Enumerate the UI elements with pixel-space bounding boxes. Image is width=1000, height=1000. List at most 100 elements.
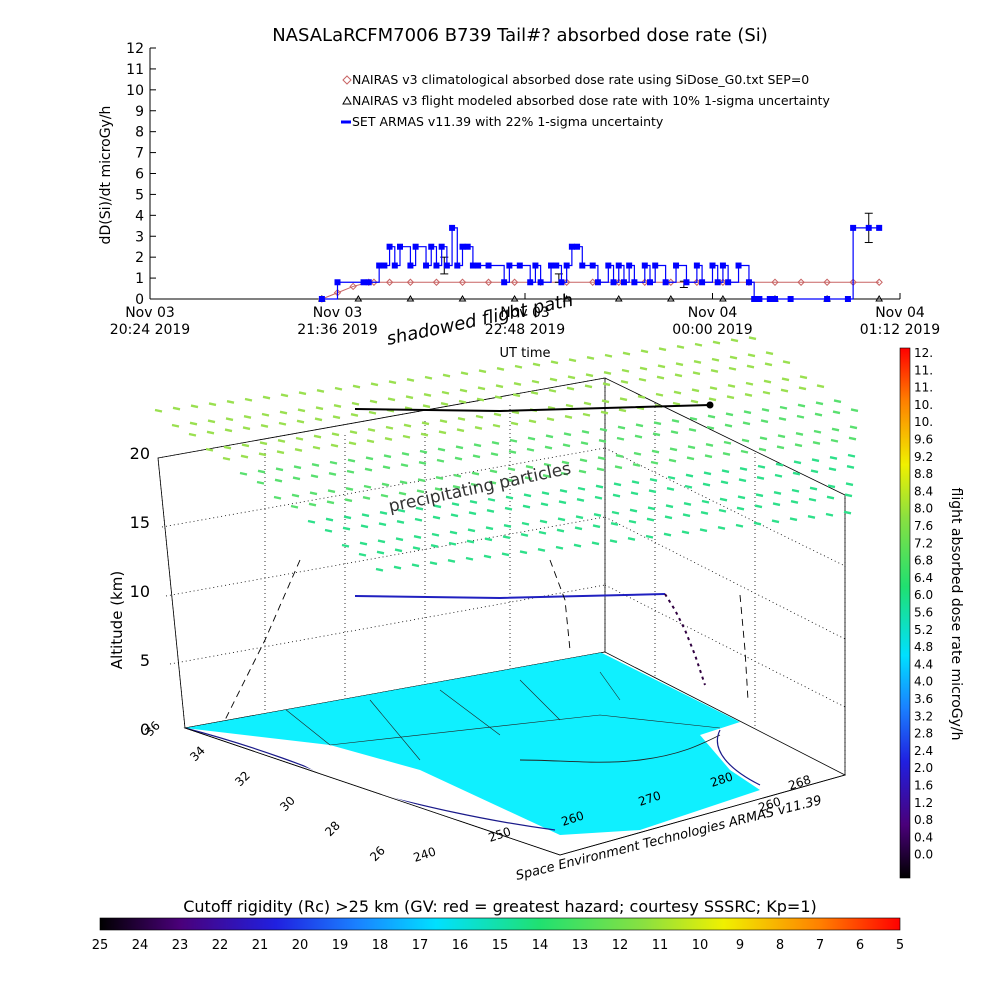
particle-dash bbox=[295, 436, 304, 441]
rigidity-colorbar-tick: 22 bbox=[212, 938, 229, 953]
dose-colorbar-tick: 8.8 bbox=[914, 467, 933, 481]
particle-dash bbox=[276, 450, 285, 455]
rigidity-colorbar-tick: 19 bbox=[332, 938, 349, 953]
series-point bbox=[458, 295, 467, 302]
particle-dash bbox=[684, 484, 693, 489]
particle-dash bbox=[325, 517, 334, 522]
dose-colorbar-tick: 10. bbox=[914, 398, 933, 412]
particle-dash bbox=[240, 454, 249, 459]
series-point bbox=[562, 278, 571, 286]
series-point bbox=[683, 279, 690, 286]
particle-dash bbox=[673, 390, 682, 395]
series-line bbox=[321, 227, 880, 300]
particle-dash bbox=[576, 498, 585, 502]
series-point bbox=[459, 243, 466, 250]
particle-dash bbox=[743, 410, 752, 415]
particle-dash bbox=[566, 386, 575, 391]
particle-dash bbox=[692, 371, 701, 376]
particle-dash bbox=[541, 491, 550, 496]
rigidity-colorbar-tick: 24 bbox=[132, 938, 149, 953]
gulf-coast bbox=[519, 734, 721, 763]
particle-dash bbox=[310, 474, 319, 479]
dose-colorbar-tick: 6.0 bbox=[914, 588, 933, 602]
dose-colorbar-tick: 2.0 bbox=[914, 761, 933, 775]
series-point bbox=[850, 224, 857, 231]
particle-dash bbox=[419, 449, 428, 454]
particle-dash bbox=[849, 425, 858, 430]
particle-dash bbox=[756, 476, 765, 480]
particle-dash bbox=[537, 548, 546, 552]
particle-dash bbox=[810, 469, 819, 474]
rigidity-colorbar-tick: 7 bbox=[816, 938, 824, 953]
chart-title: NASALaRCFM7006 B739 Tail#? absorbed dose… bbox=[272, 25, 768, 46]
particle-dash bbox=[472, 454, 481, 459]
particle-dash bbox=[350, 413, 359, 417]
y-axis-label: dD(Si)/dt microGy/h bbox=[98, 106, 114, 245]
particle-dash bbox=[729, 355, 738, 360]
x-tick-label-time: 22:48 2019 bbox=[485, 322, 565, 338]
particle-dash bbox=[454, 456, 463, 461]
particle-dash bbox=[315, 406, 324, 411]
particle-dash bbox=[363, 484, 372, 489]
particle-dash bbox=[278, 421, 287, 426]
particle-dash bbox=[381, 482, 390, 487]
particle-dash bbox=[495, 384, 504, 389]
particle-dash bbox=[329, 460, 338, 465]
dose-colorbar-tick: 5.6 bbox=[914, 606, 933, 620]
y-tick-label: 12 bbox=[126, 41, 144, 57]
rigidity-colorbar-tick: 9 bbox=[736, 938, 744, 953]
particle-dash bbox=[657, 364, 666, 369]
series-point bbox=[615, 262, 622, 269]
particle-dash bbox=[509, 438, 518, 443]
particle-dash bbox=[707, 414, 716, 419]
series-point bbox=[510, 295, 519, 302]
legend-label: NAIRAS v3 flight modeled absorbed dose r… bbox=[352, 93, 831, 108]
particle-dash bbox=[448, 541, 457, 546]
particle-dash bbox=[190, 404, 199, 409]
series-point bbox=[610, 279, 617, 286]
particle-dash bbox=[631, 480, 640, 485]
particle-dash bbox=[776, 445, 785, 450]
particle-dash bbox=[364, 467, 373, 472]
series-point bbox=[318, 296, 325, 302]
altitude-tick-label: 5 bbox=[140, 651, 150, 670]
particle-dash bbox=[380, 493, 389, 498]
particle-dash bbox=[669, 447, 678, 452]
particle-dash bbox=[388, 380, 397, 385]
particle-dash bbox=[727, 384, 736, 388]
series-point bbox=[673, 262, 680, 269]
particle-dash bbox=[206, 430, 215, 435]
dose-colorbar-tick: 7.6 bbox=[914, 519, 933, 533]
particle-dash bbox=[645, 534, 654, 539]
particle-dash bbox=[674, 373, 683, 378]
particle-dash bbox=[524, 476, 533, 481]
y-tick-label: 3 bbox=[135, 229, 144, 245]
series-point bbox=[334, 279, 341, 286]
y-tick-label: 9 bbox=[135, 104, 144, 120]
rigidity-colorbar-tick: 14 bbox=[532, 938, 549, 953]
particle-dash bbox=[362, 496, 371, 500]
series-point bbox=[412, 243, 419, 250]
particle-dash bbox=[262, 395, 271, 400]
particle-dash bbox=[721, 469, 730, 474]
particle-dash bbox=[467, 528, 476, 533]
particle-dash bbox=[601, 399, 610, 404]
series-point bbox=[568, 243, 575, 250]
particle-dash bbox=[502, 535, 511, 540]
particle-dash bbox=[744, 393, 753, 397]
particle-dash bbox=[401, 452, 410, 456]
series-point bbox=[562, 295, 571, 302]
particle-dash bbox=[420, 432, 429, 437]
series-layer bbox=[317, 212, 884, 303]
particle-dash bbox=[453, 473, 462, 478]
particle-dash bbox=[430, 544, 439, 548]
particle-dash bbox=[815, 401, 824, 406]
series-point bbox=[735, 262, 742, 269]
series-point bbox=[553, 262, 560, 269]
particle-dash bbox=[561, 460, 570, 465]
series-point bbox=[537, 279, 544, 286]
particle-dash bbox=[651, 449, 660, 454]
particle-dash bbox=[703, 471, 712, 476]
particle-dash bbox=[290, 504, 299, 509]
